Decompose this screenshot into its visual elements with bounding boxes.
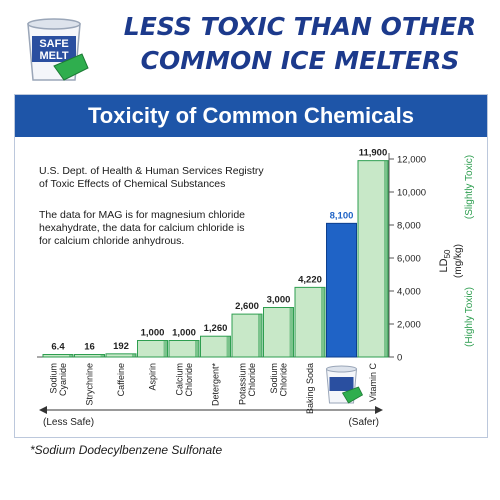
headline-line-2: COMMON ICE MELTERS xyxy=(140,46,460,75)
bar-0 xyxy=(42,354,74,358)
value-label-0: 6.4 xyxy=(51,342,65,353)
category-label-3: Aspirin xyxy=(148,363,158,391)
bar-2 xyxy=(105,353,137,358)
data-note-line-1: The data for MAG is for magnesium chlori… xyxy=(39,209,246,221)
value-label-10: 11,900 xyxy=(359,148,388,159)
y-axis-title: LD50 xyxy=(438,249,452,273)
value-label-4: 1,000 xyxy=(172,328,196,339)
value-label-7: 3,000 xyxy=(267,295,291,306)
panel-title-band xyxy=(15,95,487,137)
product-brand-top: SAFE xyxy=(39,38,68,50)
data-note: The data for MAG is for magnesium chlori… xyxy=(39,209,245,248)
category-label-8: Baking Soda xyxy=(305,363,315,414)
bar-shade-10 xyxy=(384,160,388,357)
bar-shade-6 xyxy=(258,314,262,357)
category-label-0-1: Cyanide xyxy=(58,363,68,396)
bar-shade-0 xyxy=(69,354,73,357)
bar-6 xyxy=(231,313,263,358)
value-label-2: 192 xyxy=(113,341,129,352)
y-axis-unit: (mg/kg) xyxy=(453,244,464,278)
y-tick-label-1: 2,000 xyxy=(397,320,421,331)
safety-arrow-left-head xyxy=(39,406,47,414)
y-axis-title-subscript: 50 xyxy=(443,249,452,258)
bar-7 xyxy=(263,307,294,358)
category-label-1: Strychnine xyxy=(85,363,95,406)
product-brand-bottom: MELT xyxy=(39,50,68,62)
category-label-2: Caffeine xyxy=(116,363,126,396)
data-note-line-2: hexahydrate, the data for calcium chlori… xyxy=(39,222,245,234)
category-label-0-0: Sodium xyxy=(48,363,58,394)
bar-shade-4 xyxy=(195,340,199,357)
y-tick-label-0: 0 xyxy=(397,353,402,364)
value-label-1: 16 xyxy=(84,342,95,353)
category-label-6-0: Potassium xyxy=(237,363,247,405)
safety-arrow-right-head xyxy=(375,406,383,414)
bar-shade-1 xyxy=(100,354,105,357)
category-label-5: Detergent* xyxy=(211,363,221,407)
highlight-product-image xyxy=(325,365,364,404)
bar-shade-8 xyxy=(321,287,325,357)
data-note-line-3: for calcium chloride anhydrous. xyxy=(39,235,185,247)
category-label-4-0: Calcium xyxy=(174,363,184,396)
category-label-7-1: Chloride xyxy=(278,363,288,397)
product-bucket-image: SAFE MELT xyxy=(27,18,89,81)
bar-shade-7 xyxy=(289,307,294,357)
y-tick-label-3: 6,000 xyxy=(397,254,421,265)
bar-9 xyxy=(326,222,357,358)
value-label-5: 1,260 xyxy=(204,323,228,334)
y-tick-label-4: 8,000 xyxy=(397,221,421,232)
headline-line-1: LESS TOXIC THAN OTHER xyxy=(123,12,477,41)
y-tick-label-6: 12,000 xyxy=(397,155,426,166)
bar-5 xyxy=(200,335,231,358)
slightly-toxic-label: (Slightly Toxic) xyxy=(464,155,475,219)
value-label-9: 8,100 xyxy=(330,210,354,221)
category-label-10: Vitamin C xyxy=(368,363,378,402)
panel-title: Toxicity of Common Chemicals xyxy=(88,103,414,128)
y-tick-label-5: 10,000 xyxy=(397,188,426,199)
category-label-6-1: Chloride xyxy=(247,363,257,397)
source-line-2: of Toxic Effects of Chemical Substances xyxy=(39,178,226,190)
footnote: *Sodium Dodecylbenzene Sulfonate xyxy=(30,443,223,457)
bar-shade-5 xyxy=(226,336,231,357)
chart-panel: Toxicity of Common Chemicals U.S. Dept. … xyxy=(14,94,488,438)
bar-10 xyxy=(357,160,389,358)
bar-3 xyxy=(137,340,168,358)
value-label-8: 4,220 xyxy=(298,274,322,285)
bar-shade-3 xyxy=(163,340,168,357)
source-line-1: U.S. Dept. of Health & Human Services Re… xyxy=(39,165,264,177)
value-label-6: 2,600 xyxy=(235,301,259,312)
bar-8 xyxy=(294,286,326,358)
highly-toxic-label: (Highly Toxic) xyxy=(464,287,475,347)
headline: LESS TOXIC THAN OTHER COMMON ICE MELTERS xyxy=(100,10,500,82)
safer-label: (Safer) xyxy=(348,417,379,428)
category-label-7-0: Sodium xyxy=(269,363,279,394)
y-tick-label-2: 4,000 xyxy=(397,287,421,298)
bar-4 xyxy=(168,340,200,358)
less-safe-label: (Less Safe) xyxy=(43,417,94,428)
y-axis-title-main: LD xyxy=(438,258,450,272)
bar-1 xyxy=(74,354,105,358)
source-note: U.S. Dept. of Health & Human Services Re… xyxy=(39,165,264,191)
value-label-3: 1,000 xyxy=(141,328,165,339)
category-label-4-1: Chloride xyxy=(184,363,194,397)
bar-shade-2 xyxy=(132,353,136,357)
